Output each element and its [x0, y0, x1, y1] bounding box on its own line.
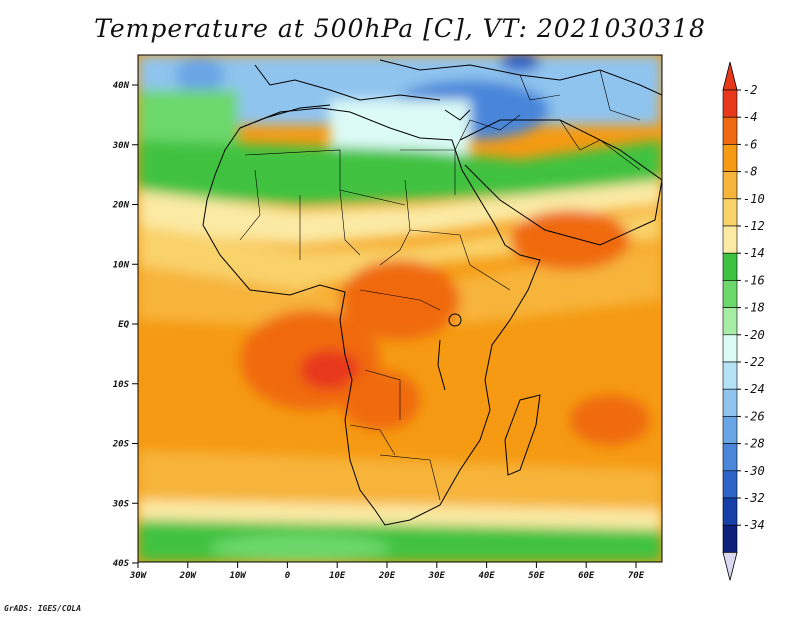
lat-label: EQ	[118, 320, 129, 330]
longitude-axis: 30W 20W 10W 0 10E 20E 30E 40E 50E 60E 70E	[129, 562, 645, 581]
lon-label: 20W	[179, 571, 198, 581]
colorbar-label: -20	[743, 328, 765, 342]
colorbar-swatch	[722, 280, 738, 308]
lat-label: 30N	[112, 141, 130, 151]
lat-label: 40S	[113, 559, 130, 569]
colorbar-label: -4	[743, 110, 757, 124]
colorbar-label: -24	[743, 382, 765, 396]
colorbar-label: -10	[743, 192, 765, 206]
lat-label: 40N	[113, 81, 130, 91]
colorbar-top-arrow	[722, 61, 738, 91]
colorbar-label: -22	[743, 355, 765, 369]
lon-label: 70E	[628, 571, 645, 581]
credit-label: GrADS: IGES/COLA	[4, 604, 82, 613]
temperature-field	[138, 55, 662, 562]
colorbar-label: -26	[743, 409, 765, 423]
colorbar-label: -30	[743, 464, 765, 478]
plot-frame	[137, 54, 663, 563]
colorbar-swatch	[722, 497, 738, 526]
colorbar-label: -18	[743, 301, 765, 315]
colorbar-label: -8	[743, 165, 757, 179]
colorbar-swatch	[722, 307, 738, 336]
lat-label: 20S	[112, 440, 130, 450]
colorbar-swatch	[722, 225, 738, 254]
lon-label: 50E	[528, 571, 545, 581]
latitude-axis: 40N 30N 20N 10N EQ 10S 20S 30S 40S	[112, 81, 138, 569]
colorbar-label: -34	[743, 518, 765, 532]
colorbar-swatch	[722, 524, 738, 553]
lon-label: 0	[285, 571, 291, 581]
colorbar-label: -6	[743, 137, 757, 151]
colorbar-swatch	[722, 416, 738, 444]
colorbar-swatch	[722, 388, 738, 417]
lon-label: 10E	[329, 571, 346, 581]
lon-label: 10W	[229, 571, 247, 581]
colorbar-label: -28	[743, 437, 765, 451]
map-title: Temperature at 500hPa [C], VT: 202103031…	[94, 14, 706, 43]
lat-label: 10S	[113, 380, 130, 390]
colorbar-swatch	[722, 252, 738, 281]
lon-label: 60E	[578, 571, 595, 581]
colorbar-label: -12	[743, 219, 765, 233]
lon-label: 30W	[129, 571, 148, 581]
lon-label: 30E	[428, 571, 446, 581]
colorbar: -2 -4 -6 -8 -10 -12 -14 -16 -18 -20 -22 -24 -26 -28 -3…	[722, 61, 765, 581]
colorbar-label: -2	[743, 83, 757, 97]
colorbar-label: -14	[743, 246, 765, 260]
colorbar-label: -16	[743, 273, 765, 287]
colorbar-swatch	[722, 334, 738, 363]
colorbar-swatch	[722, 361, 738, 390]
colorbar-swatch	[722, 116, 738, 145]
colorbar-label: -32	[743, 491, 765, 505]
colorbar-swatch	[722, 198, 738, 227]
colorbar-swatch	[722, 144, 738, 172]
lon-label: 40E	[478, 571, 495, 581]
country-borders	[239, 69, 641, 501]
colorbar-swatch	[722, 89, 738, 118]
lon-label: 20E	[378, 571, 396, 581]
coastlines	[202, 59, 662, 526]
lat-label: 10N	[113, 260, 130, 270]
lat-label: 30S	[112, 499, 130, 509]
lat-label: 20N	[112, 201, 130, 211]
colorbar-bottom-arrow	[722, 552, 738, 581]
colorbar-swatch	[722, 470, 738, 499]
colorbar-swatch	[722, 171, 738, 200]
colorbar-swatch	[722, 443, 738, 472]
